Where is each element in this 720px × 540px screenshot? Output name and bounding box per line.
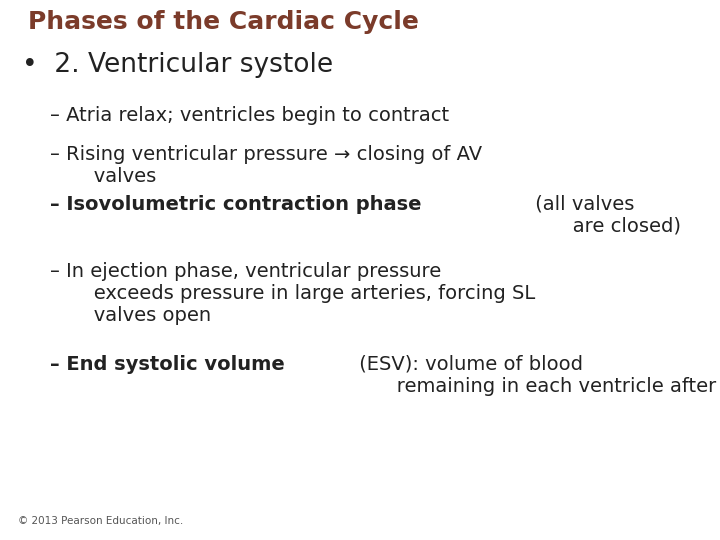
Text: – Rising ventricular pressure → closing of AV
       valves: – Rising ventricular pressure → closing …: [50, 145, 482, 186]
Text: – In ejection phase, ventricular pressure
       exceeds pressure in large arter: – In ejection phase, ventricular pressur…: [50, 262, 535, 325]
Text: Phases of the Cardiac Cycle: Phases of the Cardiac Cycle: [28, 10, 419, 34]
Text: – Isovolumetric contraction phase: – Isovolumetric contraction phase: [50, 195, 421, 214]
Text: – Atria relax; ventricles begin to contract: – Atria relax; ventricles begin to contr…: [50, 106, 449, 125]
Text: •  2. Ventricular systole: • 2. Ventricular systole: [22, 52, 333, 78]
Text: © 2013 Pearson Education, Inc.: © 2013 Pearson Education, Inc.: [18, 516, 184, 526]
Text: (all valves
       are closed): (all valves are closed): [529, 195, 681, 236]
Text: – End systolic volume: – End systolic volume: [50, 355, 284, 374]
Text: (ESV): volume of blood
       remaining in each ventricle after systole: (ESV): volume of blood remaining in each…: [353, 355, 720, 396]
